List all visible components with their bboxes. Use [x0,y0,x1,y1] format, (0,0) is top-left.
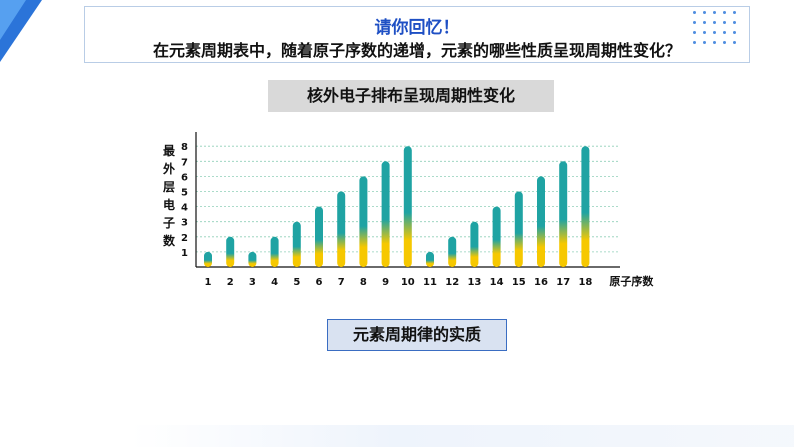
bar [403,146,412,267]
dot [693,41,696,44]
bar [581,146,590,267]
y-tick-label: 8 [181,142,188,153]
y-tick-label: 2 [181,233,188,244]
dot [723,21,726,24]
bar [537,176,545,267]
y-tick-label: 5 [181,188,188,199]
dot [693,31,696,34]
y-tick-label: 1 [181,248,188,259]
y-tick-label: 3 [181,218,188,229]
x-tick-label: 2 [227,277,234,288]
dot [733,11,736,14]
bar [470,221,479,267]
x-tick-label: 15 [512,277,526,288]
bar [226,236,235,267]
y-axis-label-char: 数 [163,234,176,248]
y-tick-label: 4 [181,203,188,214]
dot [733,21,736,24]
dot [713,11,716,14]
dot [713,31,716,34]
dot [703,41,706,44]
bar [248,251,257,267]
bar [426,251,434,267]
header-question: 在元素周期表中，随着原子序数的递增，元素的哪些性质呈现周期性变化？ [152,41,681,60]
dot [723,31,726,34]
x-tick-label: 3 [249,277,256,288]
dot-pattern-decoration [693,11,743,51]
dot [733,41,736,44]
x-tick-label: 1 [205,277,212,288]
x-tick-label: 17 [556,277,570,288]
x-axis-title: 原子序数 [609,274,654,288]
y-tick-label: 7 [181,157,188,168]
bar [448,236,457,267]
x-tick-label: 16 [534,277,548,288]
bar [514,191,523,267]
x-tick-label: 8 [360,277,367,288]
x-tick-label: 18 [578,277,592,288]
x-tick-label: 6 [316,277,323,288]
header-box: 请你回忆！ 在元素周期表中，随着原子序数的递增，元素的哪些性质呈现周期性变化？ [84,6,750,63]
x-tick-label: 9 [382,277,389,288]
x-tick-label: 11 [423,277,437,288]
x-tick-label: 5 [293,277,300,288]
dot [703,21,706,24]
footer-decoration [130,425,794,447]
header-title: 请你回忆！ [374,18,460,38]
bar [270,236,279,267]
y-axis-label-char: 最 [163,144,176,158]
x-tick-label: 12 [445,277,459,288]
corner-decoration-inner [0,0,26,40]
x-tick-label: 10 [401,277,415,288]
dot [713,41,716,44]
bar [559,161,568,267]
bar [492,206,501,267]
section-label-periodic-law: 元素周期律的实质 [327,319,507,351]
dot [693,21,696,24]
dot [693,11,696,14]
x-tick-label: 7 [338,277,345,288]
x-tick-label: 13 [467,277,481,288]
bar [381,161,390,267]
section-label-electron-config: 核外电子排布呈现周期性变化 [268,80,554,112]
dot [713,21,716,24]
y-axis-label-char: 外 [163,162,176,176]
dot [733,31,736,34]
y-axis-label-char: 子 [163,216,176,230]
bar [315,206,323,267]
dot [723,11,726,14]
dot [723,41,726,44]
y-axis-label-char: 层 [163,180,176,194]
bar [204,251,212,267]
x-tick-label: 14 [490,277,504,288]
bar [292,221,301,267]
x-tick-label: 4 [271,277,278,288]
bar [359,176,368,267]
dot [703,31,706,34]
bar [337,191,346,267]
y-axis-label-char: 电 [163,198,176,212]
y-tick-label: 6 [181,172,188,183]
dot [703,11,706,14]
